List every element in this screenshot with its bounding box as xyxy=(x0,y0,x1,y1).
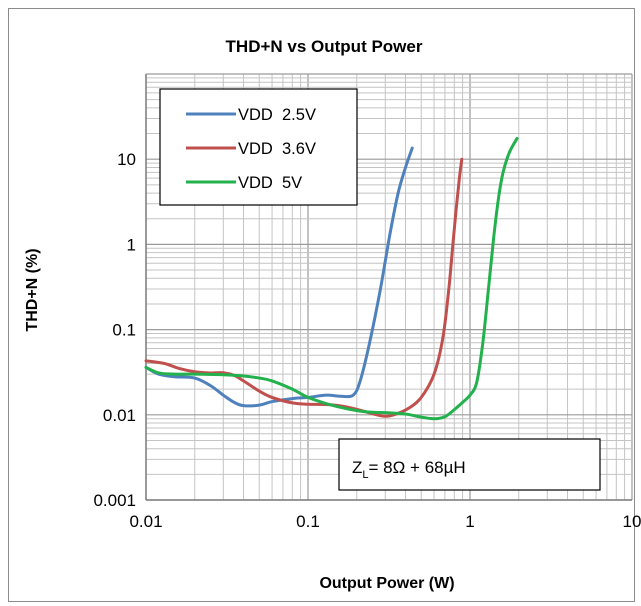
legend-label-1: VDD 3.6V xyxy=(238,140,316,158)
x-tick-labels: 0.01 0.1 1 10 xyxy=(129,512,641,531)
y-tick-label-3: 1 xyxy=(127,235,136,254)
annotation-subscript: L xyxy=(362,469,368,481)
y-tick-labels: 0.001 0.01 0.1 1 10 xyxy=(93,150,136,510)
impedance-annotation: ZL= 8Ω + 68µH xyxy=(338,438,601,491)
legend: VDD 2.5V VDD 3.6V VDD 5V xyxy=(159,88,358,206)
x-tick-label-3: 10 xyxy=(623,512,641,531)
axes xyxy=(145,74,632,501)
y-axis-label: THD+N (%) xyxy=(24,248,41,331)
y-tick-label-1: 0.01 xyxy=(103,406,136,425)
annotation-suffix: = 8Ω + 68µH xyxy=(369,458,466,477)
legend-label-0: VDD 2.5V xyxy=(238,106,316,124)
legend-label-2: VDD 5V xyxy=(238,174,302,192)
x-axis-label: Output Power (W) xyxy=(319,575,454,592)
series-layer xyxy=(144,136,519,421)
series-line-0 xyxy=(144,146,414,408)
chart-title: THD+N vs Output Power xyxy=(226,37,423,56)
annotation-prefix: Z xyxy=(352,458,362,477)
annotation-box xyxy=(338,438,601,491)
x-tick-label-2: 1 xyxy=(465,512,474,531)
series-line-2 xyxy=(144,136,519,421)
y-tick-label-2: 0.1 xyxy=(112,321,136,340)
x-tick-label-1: 0.1 xyxy=(296,512,320,531)
y-tick-label-0: 0.001 xyxy=(93,491,136,510)
y-tick-label-4: 10 xyxy=(117,150,136,169)
x-tick-label-0: 0.01 xyxy=(129,512,162,531)
annotation-text: ZL= 8Ω + 68µH xyxy=(352,458,466,481)
